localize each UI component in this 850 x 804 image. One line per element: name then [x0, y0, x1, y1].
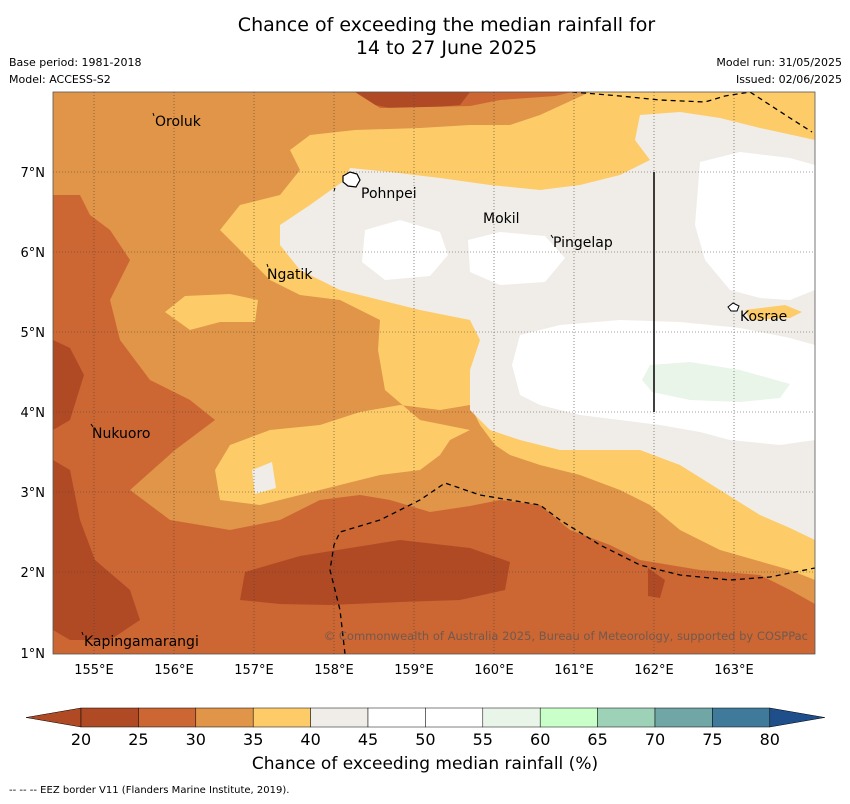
- copyright-text: © Commonwealth of Australia 2025, Bureau…: [324, 629, 808, 643]
- lon-tick: 157°E: [234, 663, 274, 678]
- band-20-25-w: [53, 340, 84, 430]
- colorbar-extend-high: [769, 707, 825, 728]
- band-45-55-c: [695, 152, 815, 300]
- colorbar-swatch: [195, 707, 254, 728]
- colorbar-swatch: [252, 707, 311, 728]
- colorbar-swatch: [425, 707, 484, 728]
- base-period-label: Base period: 1981-2018: [9, 56, 142, 69]
- band-45-55-b: [468, 232, 565, 285]
- colorbar-tick: 50: [415, 730, 435, 749]
- lon-tick: 162°E: [634, 663, 674, 678]
- colorbar-tick: 45: [358, 730, 378, 749]
- colorbar-swatch: [310, 707, 369, 728]
- colorbar-swatch: [367, 707, 426, 728]
- band-45-55-a: [362, 220, 448, 280]
- colorbar-tick: 60: [530, 730, 550, 749]
- place-label-kosrae: Kosrae: [740, 309, 787, 325]
- place-label-oroluk: Oroluk: [155, 114, 202, 130]
- band-20-25-s: [240, 540, 510, 605]
- place-label-pingelap: Pingelap: [553, 235, 613, 251]
- band-20-25-sw: [53, 460, 140, 640]
- colorbar: [25, 707, 825, 728]
- band-35-40-kosrae: [745, 305, 802, 320]
- rainfall-field: [53, 92, 815, 654]
- title-line-2: 14 to 27 June 2025: [355, 37, 538, 59]
- colorbar-tick: 30: [186, 730, 206, 749]
- model-label: Model: ACCESS-S2: [9, 73, 111, 86]
- band-20-25-n: [350, 92, 470, 110]
- pohnpei-island-icon: [342, 171, 361, 188]
- lon-tick: 155°E: [74, 663, 114, 678]
- meta-right: Model run: 31/05/2025 Issued: 02/06/2025: [716, 54, 842, 88]
- colorbar-swatch: [654, 707, 713, 728]
- colorbar-tick: 35: [243, 730, 263, 749]
- band-35-40-islet: [165, 294, 258, 330]
- map-frame: [52, 91, 816, 655]
- lat-tick: 4°N: [21, 406, 46, 421]
- lat-tick: 7°N: [21, 166, 46, 181]
- lon-tick: 158°E: [314, 663, 354, 678]
- lon-tick: 161°E: [554, 663, 594, 678]
- colorbar-extend-low: [25, 707, 82, 728]
- place-label-ngatik: Ngatik: [267, 267, 313, 283]
- meta-left: Base period: 1981-2018 Model: ACCESS-S2: [9, 54, 141, 88]
- colorbar-title: Chance of exceeding median rainfall (%): [251, 754, 599, 774]
- model-run-label: Model run: 31/05/2025: [716, 56, 842, 69]
- colorbar-swatch: [712, 707, 771, 728]
- eez-border: [329, 92, 815, 654]
- lat-tick: 5°N: [21, 326, 46, 341]
- title-line-1: Chance of exceeding the median rainfall …: [237, 14, 656, 36]
- place-label-pohnpei: Pohnpei: [361, 186, 417, 202]
- colorbar-swatch: [80, 707, 139, 728]
- colorbar-swatch: [597, 707, 656, 728]
- lon-tick-labels: 155°E 156°E 157°E 158°E 159°E 160°E 161°…: [74, 663, 754, 678]
- lat-tick: 2°N: [21, 566, 46, 581]
- band-40-45-islet: [252, 462, 276, 494]
- lat-tick: 3°N: [21, 486, 46, 501]
- colorbar-tick: 70: [645, 730, 665, 749]
- atoll-markers: [81, 112, 554, 636]
- colorbar-swatch: [482, 707, 541, 728]
- band-55-60: [642, 362, 790, 402]
- issued-label: Issued: 02/06/2025: [735, 73, 842, 86]
- lon-tick: 159°E: [394, 663, 434, 678]
- lat-tick-labels: 7°N 6°N 5°N 4°N 3°N 2°N 1°N: [21, 166, 46, 662]
- footnote: -- -- -- EEZ border V11 (Flanders Marine…: [9, 785, 290, 796]
- colorbar-tick: 40: [300, 730, 320, 749]
- lat-tick: 1°N: [21, 647, 46, 662]
- chart-title: Chance of exceeding the median rainfall …: [0, 14, 850, 60]
- band-20-25-se: [648, 568, 665, 598]
- lat-tick: 6°N: [21, 246, 46, 261]
- place-labels: Oroluk Pohnpei Mokil Pingelap Ngatik Kos…: [84, 114, 787, 650]
- lon-tick: 156°E: [154, 663, 194, 678]
- colorbar-tick: 75: [702, 730, 722, 749]
- kosrae-island-icon: [727, 302, 740, 312]
- colorbar-tick: 20: [71, 730, 91, 749]
- colorbar-tick: 55: [473, 730, 493, 749]
- place-label-kapingamarangi: Kapingamarangi: [84, 634, 199, 650]
- colorbar-tick: 80: [760, 730, 780, 749]
- gridlines: [53, 92, 815, 654]
- place-label-nukuoro: Nukuoro: [92, 426, 150, 442]
- colorbar-tick: 25: [128, 730, 148, 749]
- colorbar-tick-labels: 20 25 30 35 40 45 50 55 60 65 70 75 80: [71, 730, 780, 749]
- colorbar-swatch: [539, 707, 598, 728]
- lon-tick: 163°E: [714, 663, 754, 678]
- place-label-mokil: Mokil: [483, 211, 520, 227]
- lon-tick: 160°E: [474, 663, 514, 678]
- colorbar-tick: 65: [587, 730, 607, 749]
- colorbar-swatch: [138, 707, 197, 728]
